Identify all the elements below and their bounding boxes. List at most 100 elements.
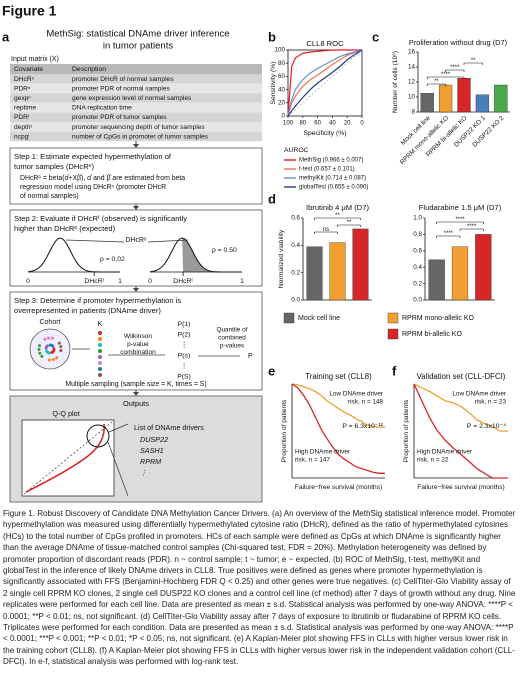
sample-dot	[47, 336, 51, 340]
curve-label: risk, n = 23	[475, 399, 507, 406]
y-tick-label: 20	[278, 99, 286, 106]
curve-label: risk, n = 147	[295, 457, 330, 464]
table-row-bg	[10, 74, 262, 84]
significance: **	[471, 58, 476, 64]
y-tick-label: 1.0	[413, 215, 422, 222]
chart-title: Training set (CLL8)	[305, 372, 372, 381]
roc-line	[287, 49, 363, 117]
x-axis-label: Failure−free survival (months)	[417, 484, 504, 491]
y-tick-label: 0.4	[291, 242, 300, 249]
arrow-head	[133, 288, 139, 292]
y-tick-label: 0.6	[413, 247, 422, 254]
curve-label: Low DNAme driver	[329, 391, 383, 398]
quantile-label: p-values	[220, 343, 244, 350]
gene: RPRM	[140, 457, 161, 466]
sample-dot	[45, 349, 49, 353]
sample-dot	[40, 354, 44, 358]
chart-title: Validation set (CLL-DFCI)	[417, 372, 506, 381]
y-tick-label: 14	[408, 64, 416, 71]
chart-title: Proliferation without drug (D7)	[409, 38, 507, 47]
table-row-bg	[10, 131, 262, 142]
legend-swatch	[387, 312, 399, 324]
rule	[147, 239, 189, 243]
bar	[352, 228, 369, 301]
p-entry: ⋮	[181, 363, 188, 370]
rule	[108, 423, 129, 433]
table-row-bg	[10, 122, 262, 132]
legend-label: RPRM bi-allelic KO	[402, 331, 462, 338]
axis-label: 1	[240, 278, 244, 285]
x-tick-label: 40	[329, 121, 336, 127]
p-value: p = 0.02	[100, 256, 125, 263]
legend-label: methylKit (0.714 ± 0.087)	[299, 176, 366, 182]
cohort-label: Cohort	[39, 319, 60, 326]
quantile-label: combined	[218, 335, 246, 342]
p-value: P = 6.3x10⁻¹²	[342, 423, 383, 430]
table-cell: PDRᵗ	[14, 114, 30, 121]
arrow-head	[133, 206, 139, 210]
sample-dot	[38, 344, 42, 348]
y-tick-label: 0.8	[413, 231, 422, 238]
legend-label: globalTest (0.655 ± 0.090)	[299, 185, 368, 191]
p-value: p = 0.50	[212, 247, 237, 254]
curve-label: risk, n = 22	[417, 457, 449, 464]
rule	[107, 441, 129, 497]
axis-label: 0	[148, 278, 152, 285]
roc-line	[287, 49, 363, 117]
p-entry: P(s)	[178, 352, 190, 359]
significance: ns	[323, 227, 329, 233]
legend-swatch	[387, 328, 399, 340]
y-tick-label: 0.2	[413, 280, 422, 287]
x-tick-label: 60	[314, 121, 321, 127]
panel-label: f	[392, 363, 397, 378]
qq-zoom	[86, 424, 110, 448]
table-row-bg	[10, 93, 262, 103]
y-tick-label: 80	[278, 60, 286, 67]
sample-dot	[47, 358, 51, 362]
chart-title: Fludarabine 1.5 μM (D7)	[419, 203, 502, 212]
y-axis-label: Proportion of patients	[403, 399, 410, 462]
legend-label: RPRM mono-allelic KO	[402, 315, 475, 322]
rule	[65, 239, 125, 243]
step-title: overrepresented in patients (DNAme drive…	[14, 306, 161, 315]
sampled-dot	[98, 367, 102, 371]
y-tick-label: 0.2	[291, 269, 300, 276]
p-entry: P(S)	[177, 373, 191, 380]
sample-dot	[38, 351, 42, 355]
roc-line	[287, 49, 362, 117]
table-cell: DNA replication time	[72, 105, 132, 112]
significance: ****	[450, 65, 460, 71]
method-label: p-value	[127, 341, 149, 348]
step-title: Step 1: Estimate expected hypermethylati…	[14, 152, 172, 161]
list-title: List of DNAme drivers	[134, 423, 204, 432]
survival-curve	[413, 383, 508, 479]
step-body: DHcRᵉ = beta(α̂+Xβ̂), α̂ and β̂ are esti…	[20, 175, 185, 182]
axis-label: DHcRᵗ	[84, 278, 104, 285]
legend-label: t-test (0.657 ± 0.101)	[299, 167, 355, 173]
p-label: P	[248, 353, 253, 360]
y-tick-label: 8	[411, 109, 415, 116]
y-tick-label: 100	[274, 47, 285, 54]
y-tick-label: 0.4	[413, 264, 422, 271]
bar	[420, 93, 434, 113]
table-row-bg	[10, 112, 262, 122]
method-label: Wilkinson	[124, 333, 153, 340]
sampled-dot	[98, 337, 102, 341]
y-axis-label: Proportion of patients	[281, 399, 288, 462]
p-entry: P(2)	[178, 331, 191, 338]
y-tick-label: 0.0	[291, 297, 300, 304]
significance: **	[335, 213, 340, 219]
arrow-head	[133, 144, 139, 148]
rule	[23, 421, 113, 495]
panel-heading: in tumor patients	[103, 41, 173, 52]
p-entry: P(1)	[178, 321, 191, 328]
survival-curve	[413, 383, 508, 432]
sample-dot	[45, 344, 49, 348]
figure-title: Figure 1	[2, 3, 57, 19]
sample-dot	[43, 337, 47, 341]
y-tick-label: 0.6	[291, 215, 300, 222]
table-cell: gene expression level of normal samples	[72, 95, 192, 102]
k-label: K	[98, 321, 103, 328]
bar	[475, 234, 492, 301]
